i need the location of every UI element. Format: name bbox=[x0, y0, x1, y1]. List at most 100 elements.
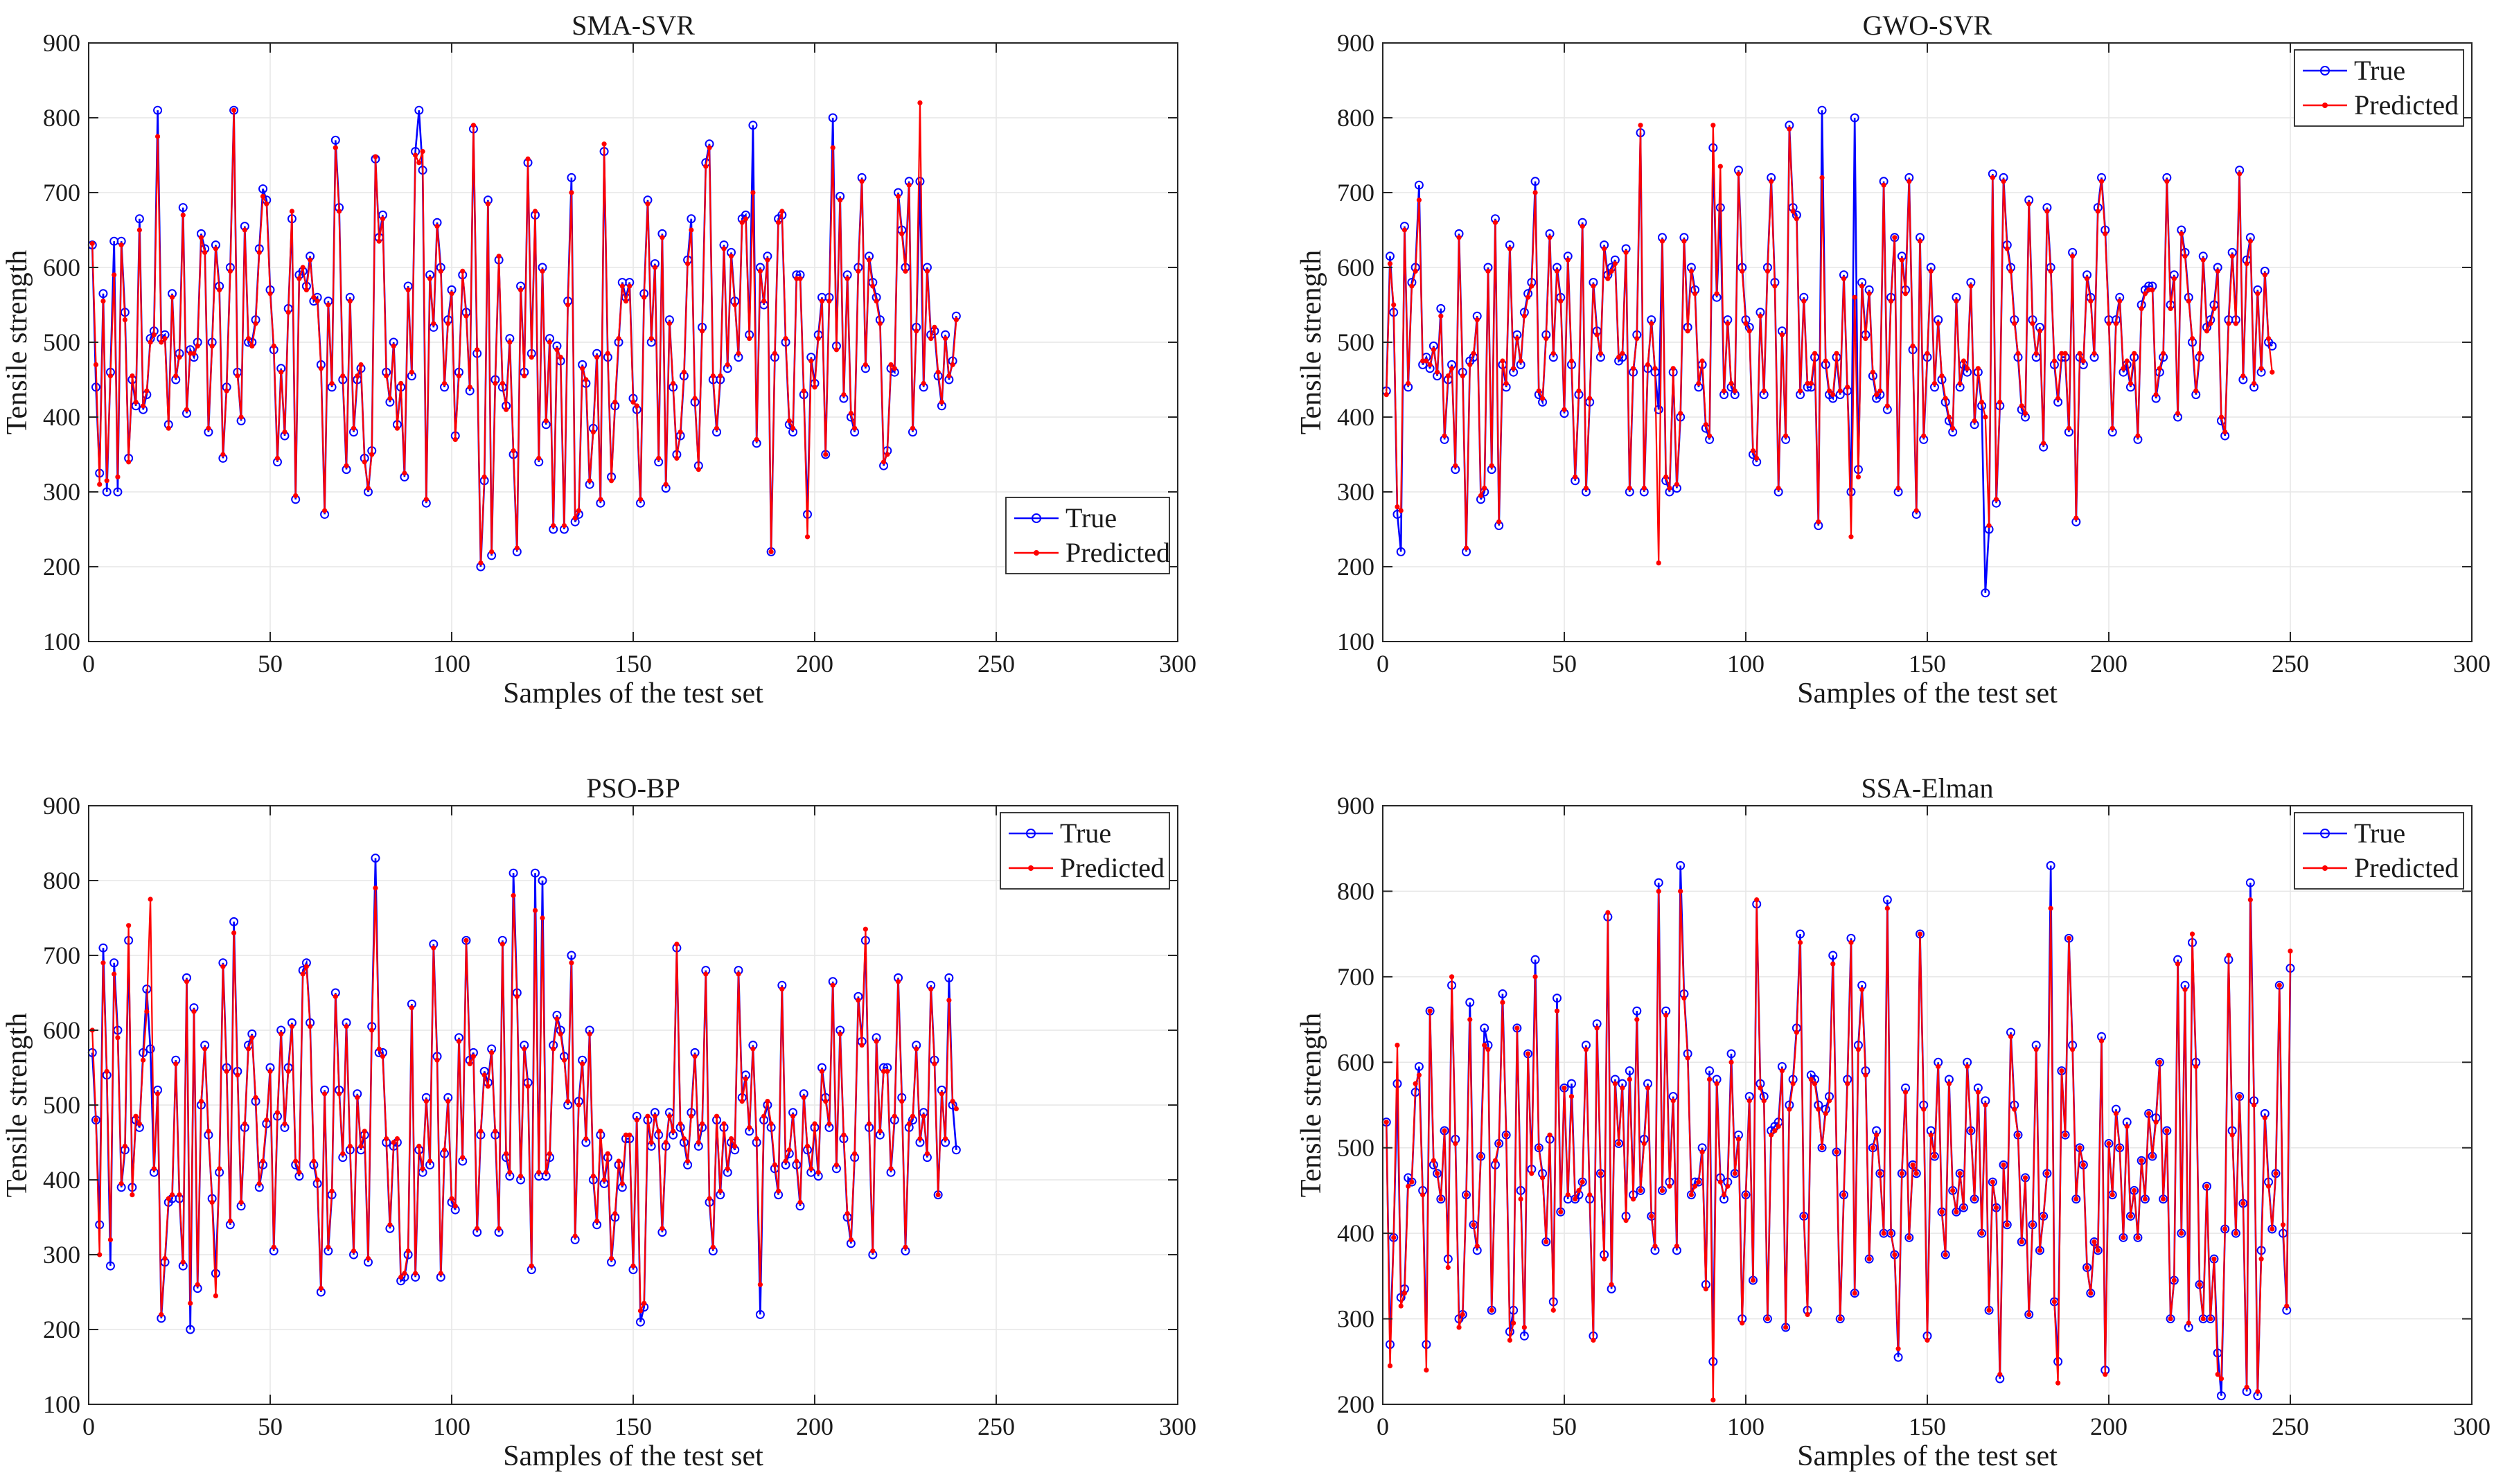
data-point bbox=[2273, 1171, 2279, 1176]
data-point bbox=[1670, 366, 1676, 371]
data-point bbox=[823, 452, 829, 457]
y-tick-label: 500 bbox=[43, 328, 80, 356]
data-point bbox=[2113, 1111, 2119, 1116]
data-point bbox=[2026, 201, 2032, 206]
data-point bbox=[2222, 1226, 2228, 1232]
data-point bbox=[1754, 897, 1760, 903]
data-point bbox=[1779, 332, 1785, 337]
data-point bbox=[885, 452, 890, 457]
data-point bbox=[932, 1061, 937, 1067]
data-point bbox=[946, 998, 952, 1003]
chart-panel-3: 0 50 100 150 200 250 300 200 300 400 500 600 700 800 9… bbox=[1295, 772, 2491, 1472]
legend-label: True bbox=[2354, 818, 2405, 849]
data-point bbox=[718, 373, 723, 379]
data-point bbox=[2095, 1248, 2100, 1253]
data-point bbox=[692, 396, 698, 401]
y-tick-label: 100 bbox=[1337, 628, 1374, 655]
data-point bbox=[347, 1143, 353, 1149]
data-point bbox=[1779, 1068, 1785, 1074]
data-point bbox=[1863, 336, 1868, 342]
data-point bbox=[2211, 1256, 2217, 1262]
data-point bbox=[1728, 380, 1734, 387]
data-point bbox=[1699, 358, 1705, 364]
data-point bbox=[136, 227, 142, 233]
data-point bbox=[209, 1199, 215, 1205]
data-point bbox=[522, 373, 527, 379]
data-point bbox=[1681, 238, 1687, 244]
data-point bbox=[863, 362, 868, 368]
data-point bbox=[1895, 1346, 1901, 1352]
data-point bbox=[725, 362, 730, 368]
data-point bbox=[608, 478, 614, 484]
data-point bbox=[1758, 1085, 1763, 1090]
data-point bbox=[148, 339, 153, 345]
data-point bbox=[507, 1169, 513, 1175]
data-point bbox=[786, 1147, 792, 1153]
data-point bbox=[380, 1054, 386, 1059]
data-point bbox=[329, 1188, 335, 1194]
y-tick-label: 400 bbox=[43, 403, 80, 431]
data-point bbox=[1852, 294, 1857, 300]
data-point bbox=[2193, 1063, 2199, 1070]
data-point bbox=[1895, 486, 1901, 491]
data-point bbox=[2222, 430, 2228, 435]
data-point bbox=[2128, 380, 2134, 387]
data-point bbox=[1474, 317, 1480, 323]
data-point bbox=[924, 1151, 930, 1156]
data-point bbox=[1997, 399, 2003, 405]
data-point bbox=[660, 235, 665, 240]
data-point bbox=[2004, 246, 2010, 251]
data-point bbox=[365, 486, 371, 491]
data-point bbox=[612, 1211, 618, 1217]
data-point bbox=[2252, 380, 2257, 387]
data-point bbox=[1489, 1307, 1494, 1313]
data-point bbox=[532, 209, 538, 214]
data-point bbox=[895, 979, 901, 984]
data-point bbox=[1659, 1187, 1665, 1194]
data-point bbox=[874, 299, 879, 304]
data-point bbox=[1910, 1162, 1916, 1167]
data-point bbox=[460, 1155, 466, 1160]
data-point bbox=[481, 1072, 487, 1078]
data-point bbox=[2265, 1183, 2272, 1189]
data-point bbox=[358, 1143, 364, 1149]
data-point bbox=[1503, 1132, 1509, 1138]
data-point bbox=[935, 1192, 941, 1198]
data-point bbox=[2091, 351, 2097, 356]
data-point bbox=[1435, 369, 1440, 375]
data-point bbox=[594, 1218, 600, 1224]
data-point bbox=[543, 418, 549, 424]
grid bbox=[1383, 806, 2472, 1404]
data-point bbox=[1565, 257, 1571, 263]
data-point bbox=[1882, 895, 1892, 905]
data-point bbox=[906, 182, 912, 188]
data-point bbox=[1485, 268, 1491, 274]
data-point bbox=[1696, 380, 1701, 387]
data-point bbox=[2030, 321, 2035, 326]
data-point bbox=[605, 1151, 610, 1156]
data-point bbox=[1917, 931, 1923, 937]
data-point bbox=[867, 1121, 872, 1127]
data-point bbox=[2012, 321, 2017, 326]
data-point bbox=[206, 1129, 211, 1134]
data-point bbox=[180, 212, 186, 218]
data-point bbox=[1884, 906, 1890, 911]
data-point bbox=[122, 317, 127, 323]
data-point bbox=[1652, 1244, 1658, 1249]
data-point bbox=[1950, 425, 1956, 431]
data-point bbox=[133, 399, 139, 405]
data-point bbox=[1554, 1008, 1560, 1014]
data-point bbox=[1979, 399, 1985, 405]
data-point bbox=[2229, 254, 2235, 259]
data-point bbox=[177, 1192, 182, 1198]
data-point bbox=[2168, 1316, 2173, 1322]
data-point bbox=[1943, 1252, 1948, 1257]
data-point bbox=[874, 1039, 879, 1044]
data-point bbox=[1717, 164, 1723, 169]
data-point bbox=[2051, 1299, 2057, 1305]
data-point bbox=[538, 876, 547, 885]
data-point bbox=[779, 987, 785, 992]
data-point bbox=[1625, 1066, 1634, 1076]
data-point bbox=[525, 156, 531, 161]
